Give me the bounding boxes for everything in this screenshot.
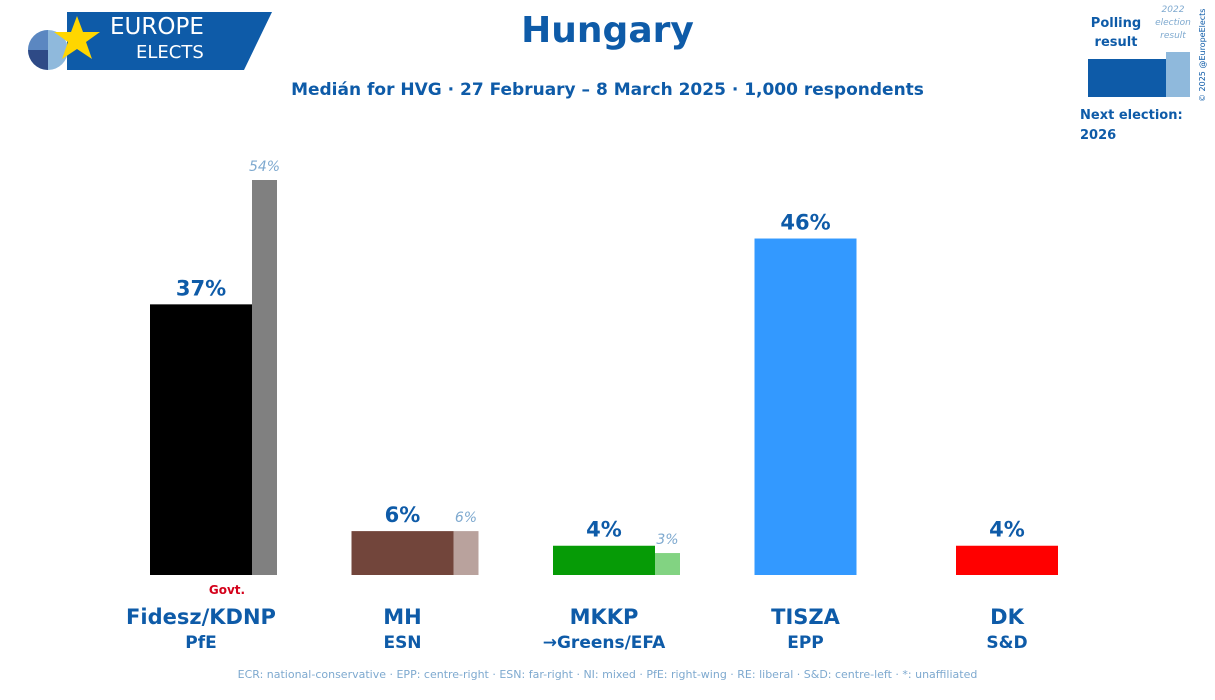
party-group-dk: S&D [986, 633, 1027, 653]
logo-line2: ELECTS [136, 42, 204, 63]
legend-previous-swatch [1166, 52, 1190, 97]
chart-title: Hungary [521, 10, 694, 51]
party-group-mh: ESN [383, 633, 421, 653]
legend-polling-swatch [1088, 59, 1168, 97]
party-name-tisza: TISZA [771, 605, 840, 629]
label-polling-mkkp: 4% [586, 518, 622, 542]
bar-previous-fidesz-kdnp [252, 180, 277, 575]
chart-subtitle: Medián for HVG · 27 February – 8 March 2… [291, 80, 924, 100]
bar-polling-mh [351, 531, 454, 575]
label-polling-mh: 6% [385, 503, 421, 527]
bar-polling-mkkp [553, 545, 655, 575]
label-previous-mh: 6% [455, 510, 477, 526]
govt-annotation: Govt. [209, 583, 245, 597]
party-name-dk: DK [990, 605, 1024, 629]
label-polling-dk: 4% [989, 518, 1025, 542]
label-previous-fidesz-kdnp: 54% [249, 159, 280, 175]
bar-polling-fidesz-kdnp [150, 304, 252, 575]
label-polling-tisza: 46% [780, 211, 830, 235]
bar-previous-mkkp [655, 553, 680, 575]
bar-polling-dk [956, 545, 1058, 575]
logo-line1: EUROPE [110, 14, 204, 40]
next-election-year: 2026 [1080, 128, 1117, 143]
party-name-mkkp: MKKP [570, 605, 639, 629]
party-group-tisza: EPP [787, 633, 824, 653]
label-polling-fidesz-kdnp: 37% [176, 276, 226, 300]
party-group-mkkp: →Greens/EFA [543, 633, 666, 653]
footer-legend: ECR: national-conservative · EPP: centre… [237, 668, 978, 681]
party-group-fidesz-kdnp: PfE [185, 633, 216, 653]
bar-previous-mh [453, 531, 479, 575]
next-election: Next election: 2026 [1080, 106, 1183, 146]
legend-previous-label: 2022 election result [1155, 5, 1191, 41]
label-previous-mkkp: 3% [656, 532, 678, 548]
legend-polling-label: Polling result [1090, 16, 1142, 50]
bar-polling-tisza [754, 238, 857, 575]
next-election-label: Next election: [1080, 108, 1183, 123]
europe-elects-logo [28, 12, 272, 70]
party-name-fidesz-kdnp: Fidesz/KDNP [126, 605, 276, 629]
party-name-mh: MH [383, 605, 421, 629]
